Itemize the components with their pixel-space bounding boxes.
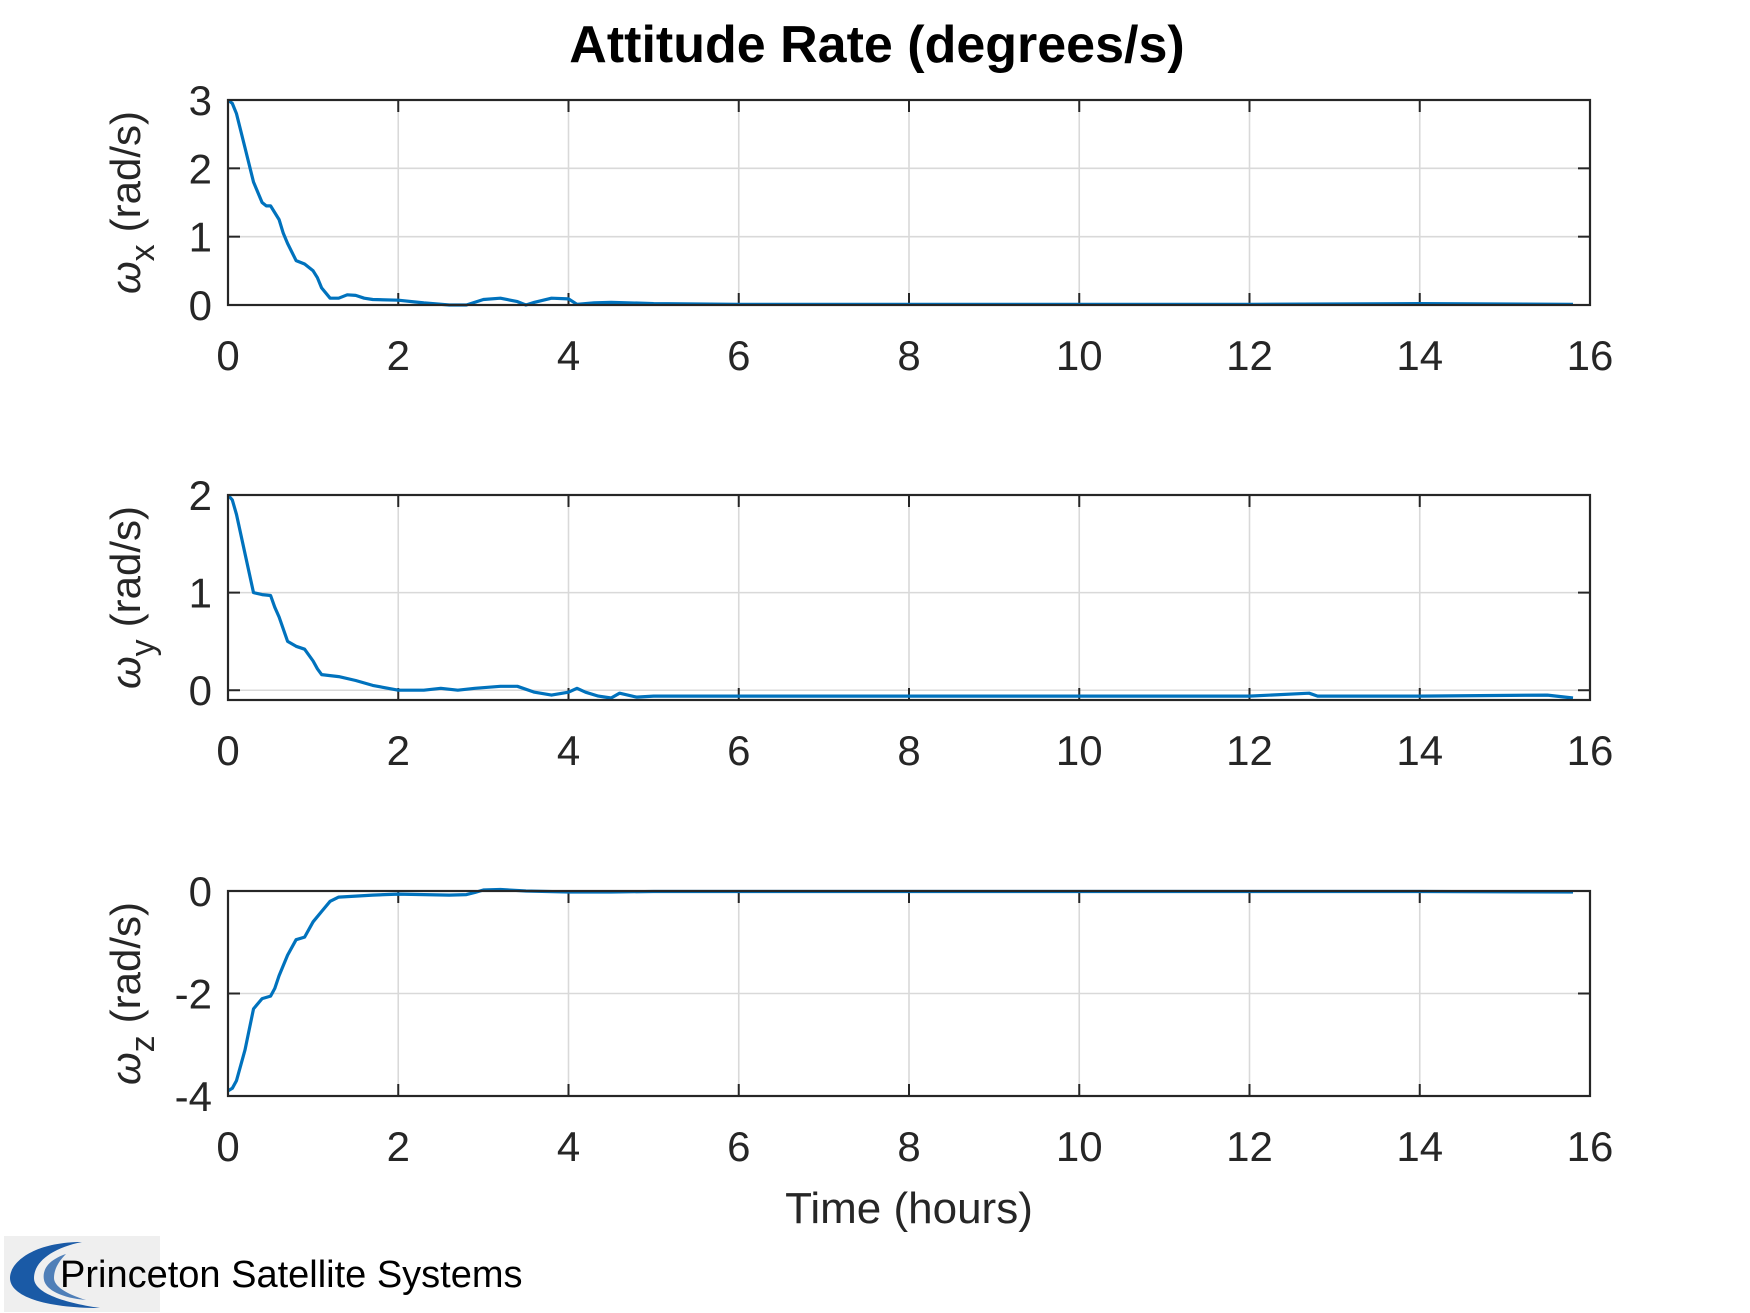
y-tick-label: -4 bbox=[175, 1073, 212, 1120]
axes-box bbox=[226, 889, 1592, 1098]
y-axis-label-symbol: ω bbox=[102, 656, 149, 689]
x-tick-label: 2 bbox=[387, 332, 410, 379]
y-axis-label-symbol: ω bbox=[102, 261, 149, 294]
y-axis-label-subscript: x bbox=[124, 244, 162, 261]
x-tick-label: 10 bbox=[1056, 1123, 1103, 1170]
y-axis-label-subscript: y bbox=[124, 639, 162, 656]
x-tick-label: 2 bbox=[387, 1123, 410, 1170]
x-tick-label: 6 bbox=[727, 727, 750, 774]
y-tick-label: 0 bbox=[189, 868, 212, 915]
y-tick-label: 2 bbox=[189, 145, 212, 192]
x-tick-label: 16 bbox=[1567, 727, 1614, 774]
psslogo-icon bbox=[10, 1242, 100, 1308]
x-tick-label: 0 bbox=[216, 1123, 239, 1170]
subplot-omega-z: 0 2 4 6 8 10 12 14 16 -4 -2 0 ωz (rad/s) Time (hours) bbox=[102, 868, 1613, 1233]
x-tick-label: 2 bbox=[387, 727, 410, 774]
x-tick-label: 8 bbox=[897, 332, 920, 379]
y-axis-label: ωy (rad/s) bbox=[102, 506, 162, 689]
y-tick-label: -2 bbox=[175, 971, 212, 1018]
x-tick-label: 4 bbox=[557, 727, 580, 774]
axes-box bbox=[226, 98, 1592, 307]
x-tick-label: 16 bbox=[1567, 332, 1614, 379]
series-line-z bbox=[227, 887, 1574, 1093]
x-tick-label: 6 bbox=[727, 332, 750, 379]
x-tick-label: 6 bbox=[727, 1123, 750, 1170]
y-axis-label: ωx (rad/s) bbox=[102, 111, 162, 294]
x-tick-label: 12 bbox=[1226, 727, 1273, 774]
x-tick-label: 14 bbox=[1396, 727, 1443, 774]
y-axis-label-subscript: z bbox=[124, 1035, 162, 1052]
y-tick-label: 1 bbox=[189, 570, 212, 617]
princeton-satellite-systems-logo: Princeton Satellite Systems bbox=[4, 1236, 564, 1312]
x-tick-label: 8 bbox=[897, 727, 920, 774]
x-tick-label: 10 bbox=[1056, 332, 1103, 379]
x-tick-label: 4 bbox=[557, 332, 580, 379]
y-tick-label: 1 bbox=[189, 214, 212, 261]
y-tick-label: 3 bbox=[189, 77, 212, 124]
y-axis-label: ωz (rad/s) bbox=[102, 902, 162, 1085]
x-tick-label: 0 bbox=[216, 332, 239, 379]
x-tick-label: 14 bbox=[1396, 1123, 1443, 1170]
x-tick-label: 8 bbox=[897, 1123, 920, 1170]
logo-text: Princeton Satellite Systems bbox=[60, 1254, 523, 1296]
x-tick-label: 4 bbox=[557, 1123, 580, 1170]
x-tick-label: 14 bbox=[1396, 332, 1443, 379]
y-axis-label-unit: (rad/s) bbox=[102, 111, 149, 232]
x-tick-label: 12 bbox=[1226, 1123, 1273, 1170]
series-line-y bbox=[226, 493, 1574, 700]
x-tick-label: 12 bbox=[1226, 332, 1273, 379]
y-axis-label-symbol: ω bbox=[102, 1052, 149, 1085]
y-tick-label: 0 bbox=[189, 282, 212, 329]
axes-box bbox=[226, 493, 1592, 702]
figure-title: Attitude Rate (degrees/s) bbox=[569, 16, 1184, 74]
x-tick-label: 10 bbox=[1056, 727, 1103, 774]
x-tick-label: 16 bbox=[1567, 1123, 1614, 1170]
y-axis-label-unit: (rad/s) bbox=[102, 902, 149, 1023]
series-line-x bbox=[227, 98, 1574, 307]
y-axis-label-unit: (rad/s) bbox=[102, 506, 149, 627]
x-axis-label: Time (hours) bbox=[785, 1184, 1033, 1233]
y-tick-label: 0 bbox=[189, 667, 212, 714]
y-tick-label: 2 bbox=[189, 472, 212, 519]
x-tick-label: 0 bbox=[216, 727, 239, 774]
